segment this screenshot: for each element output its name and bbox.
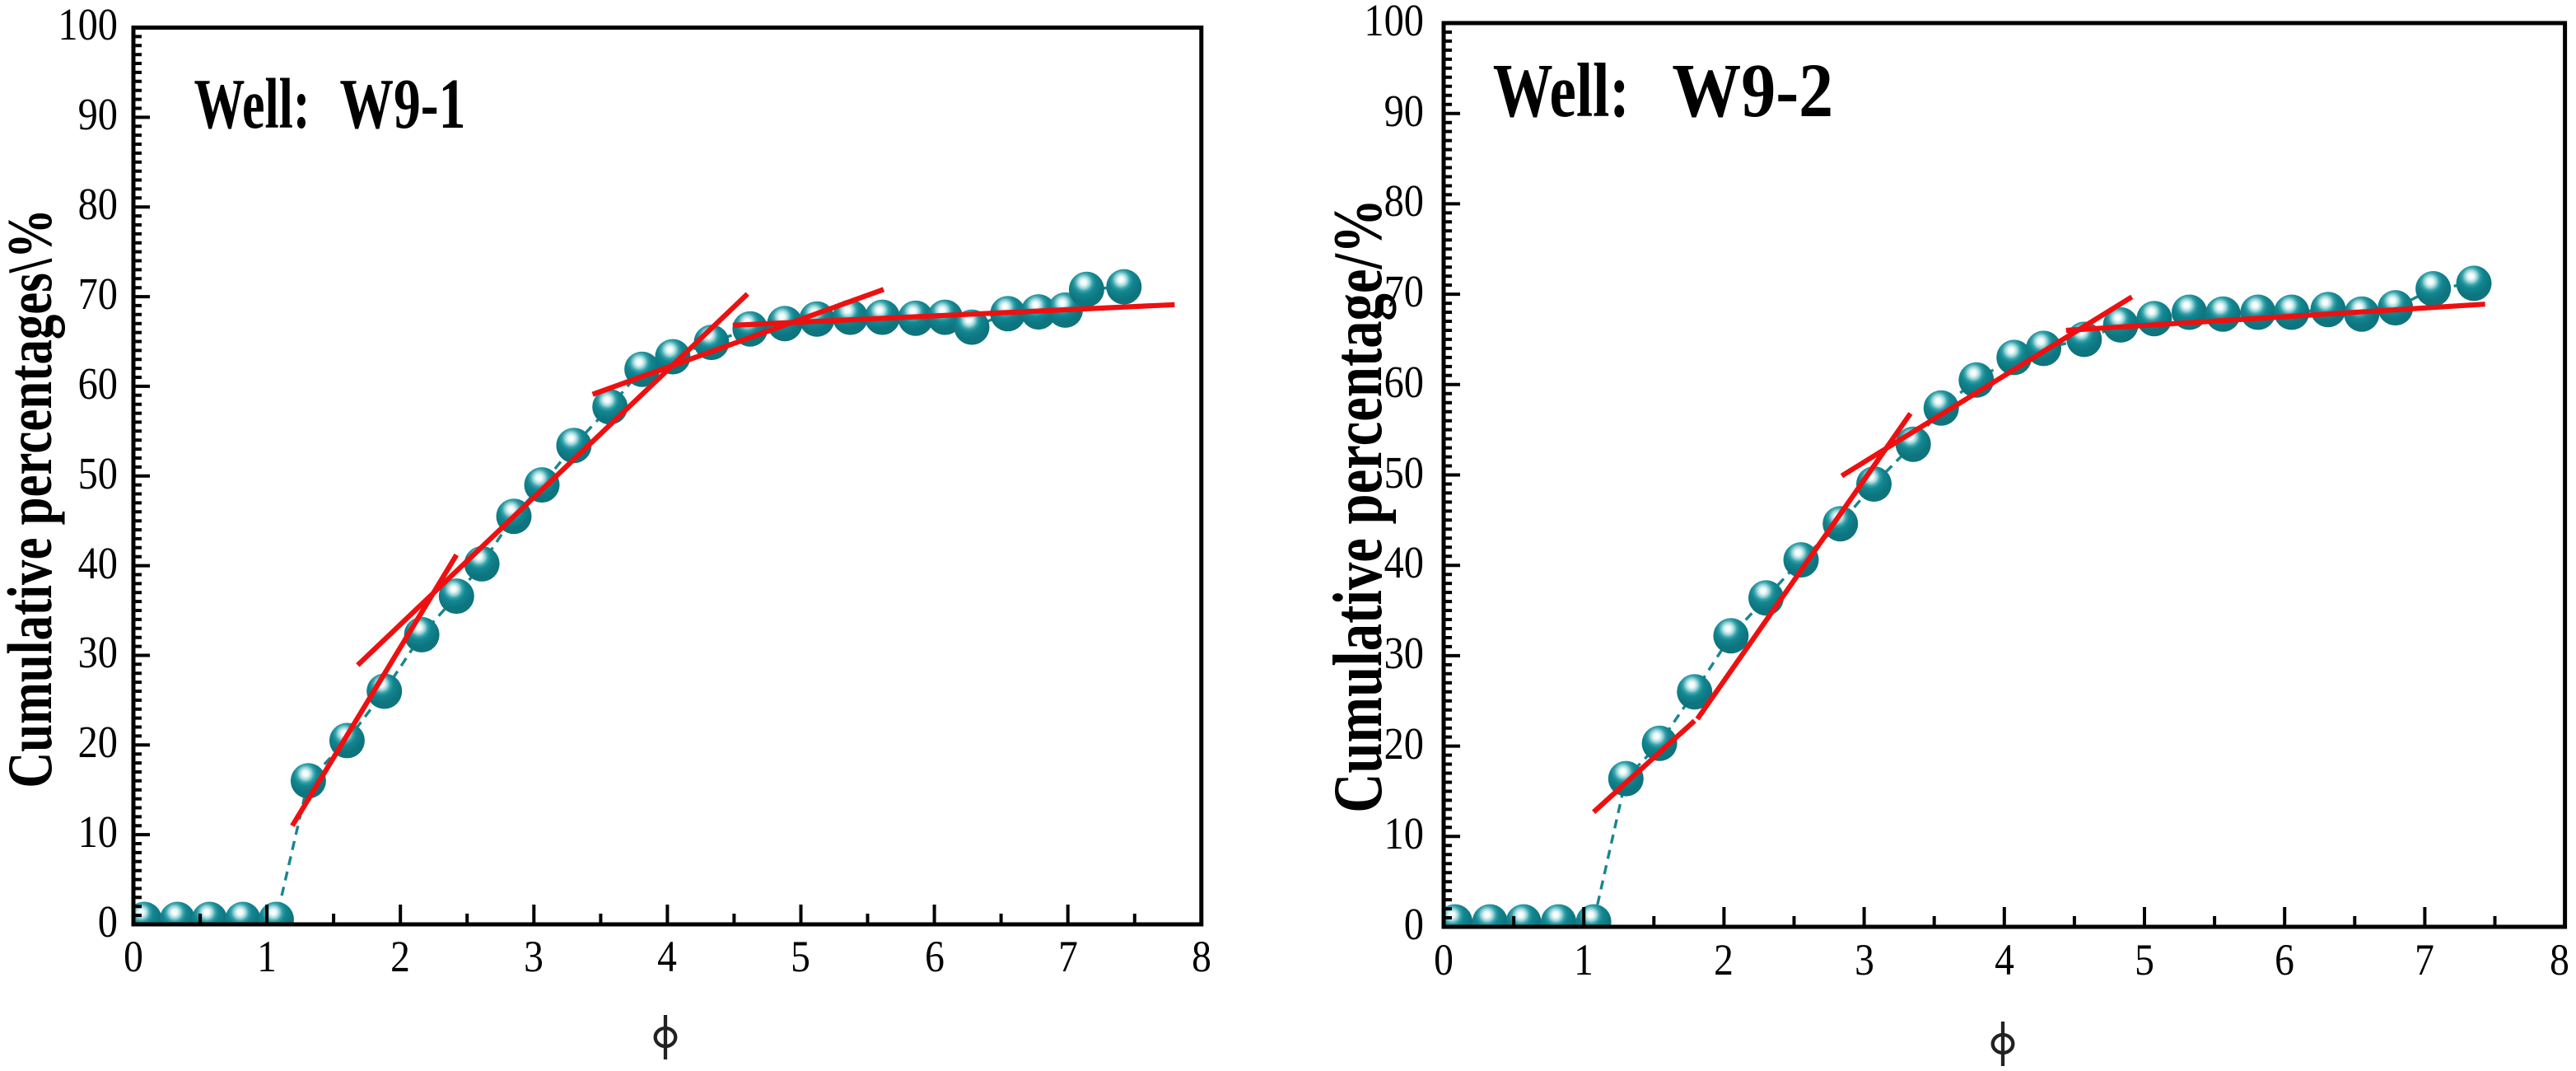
svg-text:W9-2: W9-2	[1672, 49, 1833, 133]
svg-text:90: 90	[78, 90, 118, 140]
svg-text:10: 10	[78, 807, 118, 858]
svg-text:4: 4	[657, 933, 677, 981]
svg-text:100: 100	[58, 0, 118, 50]
svg-text:4: 4	[1995, 936, 2014, 984]
svg-text:7: 7	[1058, 933, 1078, 981]
svg-text:Well:: Well:	[1493, 49, 1630, 133]
svg-text:70: 70	[78, 269, 118, 320]
svg-text:5: 5	[2135, 936, 2154, 984]
svg-text:0: 0	[124, 933, 143, 981]
svg-text:8: 8	[2550, 936, 2569, 984]
svg-text:50: 50	[78, 449, 118, 499]
svg-text:1: 1	[257, 933, 277, 981]
svg-text:60: 60	[1384, 358, 1424, 408]
svg-text:80: 80	[78, 180, 118, 230]
svg-text:90: 90	[1384, 87, 1424, 137]
svg-text:20: 20	[78, 718, 118, 768]
svg-text:6: 6	[2275, 936, 2294, 984]
svg-text:0: 0	[98, 897, 118, 947]
svg-text:7: 7	[2415, 936, 2434, 984]
svg-text:30: 30	[1384, 629, 1424, 679]
svg-text:80: 80	[1384, 176, 1424, 227]
svg-text:50: 50	[1384, 448, 1424, 498]
svg-text:10: 10	[1384, 809, 1424, 859]
svg-text:3: 3	[524, 933, 544, 981]
svg-text:3: 3	[1855, 936, 1874, 984]
svg-text:70: 70	[1384, 267, 1424, 317]
svg-text:2: 2	[1714, 936, 1734, 984]
svg-text:Cumulative percentage/%: Cumulative percentage/%	[1318, 199, 1397, 813]
svg-text:0: 0	[1404, 900, 1424, 950]
svg-text:W9-1: W9-1	[339, 63, 465, 143]
svg-text:Well:: Well:	[194, 63, 310, 143]
svg-text:5: 5	[791, 933, 810, 981]
svg-text:2: 2	[390, 933, 410, 981]
svg-text:Cumulative percentages\%: Cumulative percentages\%	[0, 208, 66, 788]
svg-text:30: 30	[78, 628, 118, 678]
svg-text:60: 60	[78, 359, 118, 409]
svg-text:20: 20	[1384, 719, 1424, 769]
svg-text:40: 40	[1384, 538, 1424, 588]
svg-text:100: 100	[1364, 0, 1424, 46]
svg-text:8: 8	[1192, 933, 1211, 981]
svg-text:6: 6	[925, 933, 945, 981]
svg-text:1: 1	[1574, 936, 1594, 984]
svg-text:40: 40	[78, 539, 118, 589]
svg-text:0: 0	[1434, 936, 1454, 984]
